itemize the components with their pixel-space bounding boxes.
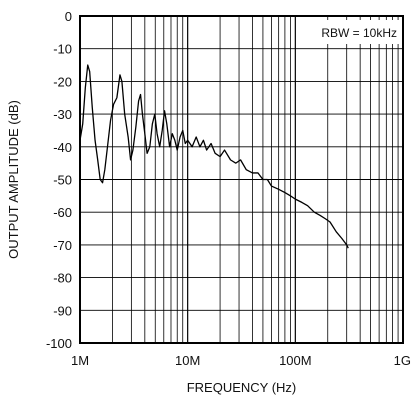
y-tick-label: -20: [53, 74, 72, 89]
y-tick-label: -50: [53, 173, 72, 188]
plot-frame: [79, 15, 404, 344]
series-line: [79, 64, 349, 249]
x-tick-label: 1M: [71, 353, 89, 368]
annotation-box: RBW = 10kHz: [309, 20, 400, 44]
annotation-text: RBW = 10kHz: [321, 26, 397, 40]
y-tick-label: -60: [53, 205, 72, 220]
x-tick-labels: 1M 10M 100M 1G: [71, 353, 411, 368]
y-axis-title: OUTPUT AMPLITUDE (dB): [6, 100, 21, 259]
x-axis-title: FREQUENCY (Hz): [187, 380, 297, 395]
grid: [79, 15, 403, 344]
x-tick-label: 10M: [175, 353, 200, 368]
x-tick-label: 1G: [394, 353, 411, 368]
y-tick-label: 0: [65, 9, 72, 24]
y-tick-label: -100: [46, 336, 72, 351]
y-tick-label: -30: [53, 107, 72, 122]
x-tick-label: 100M: [279, 353, 312, 368]
y-tick-label: -80: [53, 271, 72, 286]
y-tick-label: -10: [53, 42, 72, 57]
y-tick-label: -90: [53, 303, 72, 318]
y-tick-label: -70: [53, 238, 72, 253]
series-layer: [79, 64, 349, 249]
y-tick-labels: 0 -10 -20 -30 -40 -50 -60 -70 -80 -90 -100: [46, 9, 72, 351]
y-tick-label: -40: [53, 140, 72, 155]
